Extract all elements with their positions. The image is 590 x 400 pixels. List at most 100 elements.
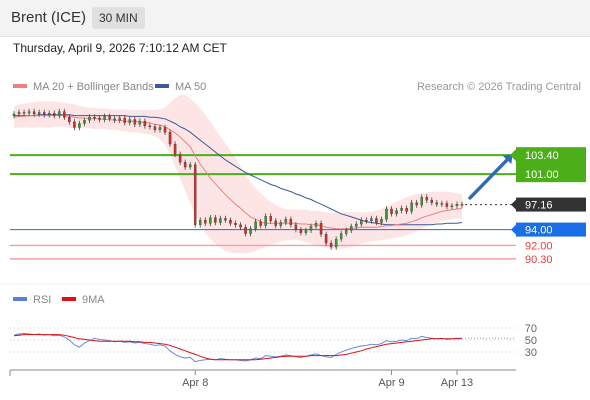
candle-body <box>294 224 298 230</box>
candle-body <box>17 112 21 115</box>
copyright-label: Research © 2026 Trading Central <box>417 81 581 93</box>
candle <box>83 117 86 127</box>
candle-body <box>455 204 459 206</box>
candle-body <box>314 223 318 227</box>
time-axis: Apr 8 Apr 9 Apr 13 <box>9 369 516 389</box>
candle-body <box>103 116 106 120</box>
candle <box>334 236 338 250</box>
price-legend: MA 20 + Bollinger Bands MA 50 Research ©… <box>13 81 581 93</box>
candle <box>183 159 187 170</box>
candle-body <box>440 203 444 205</box>
candle-body <box>460 204 464 206</box>
candle <box>93 114 96 121</box>
candle-body <box>390 208 393 214</box>
candle <box>88 114 91 124</box>
candle <box>27 108 31 116</box>
candle-body <box>224 218 227 221</box>
candle <box>108 113 111 122</box>
candle <box>400 205 403 214</box>
candle-body <box>163 127 167 133</box>
candle <box>405 205 408 215</box>
candle <box>128 116 132 126</box>
candle <box>395 207 398 217</box>
candle <box>168 129 172 147</box>
candle <box>148 123 152 130</box>
candle <box>68 114 71 125</box>
candle-body <box>304 230 308 233</box>
candle <box>249 226 252 237</box>
candle-body <box>148 125 152 128</box>
candle-body <box>254 221 257 229</box>
x-tick-label-0: Apr 8 <box>182 377 208 389</box>
candle-body <box>12 113 16 116</box>
candle-body <box>365 219 368 222</box>
candle-body <box>138 120 142 125</box>
candle <box>239 222 242 230</box>
candle <box>430 197 434 206</box>
candle-body <box>445 203 449 207</box>
candle <box>455 201 459 209</box>
candle-body <box>435 202 439 205</box>
candle-body <box>158 127 162 130</box>
candle <box>42 109 46 118</box>
candle <box>309 223 313 234</box>
rsi-legend-swatch <box>13 297 27 301</box>
candle <box>188 161 192 170</box>
candle-body <box>58 111 61 116</box>
candle <box>12 111 16 119</box>
candle <box>304 227 308 236</box>
candle-body <box>173 143 177 155</box>
level-label-box-2 <box>516 197 586 212</box>
candle-body <box>83 120 86 124</box>
candle <box>153 123 157 133</box>
candle <box>284 216 288 226</box>
candle <box>138 118 142 128</box>
candle <box>98 115 101 123</box>
candle <box>178 151 182 166</box>
candle <box>163 124 167 135</box>
candle-body <box>123 117 126 123</box>
candle-body <box>284 219 288 223</box>
candle-body <box>198 219 202 225</box>
candle <box>234 220 237 228</box>
candle <box>17 109 21 117</box>
candle <box>460 201 464 208</box>
candle-body <box>430 200 434 203</box>
timeframe-button[interactable]: 30 MIN <box>92 7 145 29</box>
candle-body <box>405 208 408 212</box>
candle-body <box>188 164 192 168</box>
candle-body <box>274 220 278 226</box>
candle <box>380 216 383 226</box>
candle-body <box>410 202 413 212</box>
candle-body <box>128 119 132 123</box>
rsi-line <box>13 332 462 363</box>
candle <box>58 108 61 119</box>
level-label-0: 103.40 <box>525 150 559 162</box>
candle-body <box>68 117 71 123</box>
candle <box>329 240 333 250</box>
candle <box>63 108 66 120</box>
candle <box>123 115 126 126</box>
candle-body <box>370 218 373 222</box>
ma50-legend-swatch <box>155 84 169 88</box>
candle <box>113 115 116 124</box>
candle-body <box>229 219 232 224</box>
candle <box>324 231 328 246</box>
candle-body <box>264 215 267 226</box>
candle-body <box>415 202 418 206</box>
candle <box>103 113 106 123</box>
candle-body <box>32 111 36 115</box>
candle <box>229 217 232 227</box>
candle-body <box>113 118 116 121</box>
candle-body <box>73 121 76 128</box>
chart-header: Brent (ICE) 30 MIN <box>0 0 590 37</box>
candle <box>32 108 36 117</box>
candle-body <box>420 196 423 206</box>
candle <box>158 124 162 133</box>
candle-body <box>178 154 182 163</box>
candle-body <box>153 126 157 130</box>
candle <box>299 226 303 236</box>
candle <box>22 109 26 116</box>
candle <box>410 199 413 215</box>
